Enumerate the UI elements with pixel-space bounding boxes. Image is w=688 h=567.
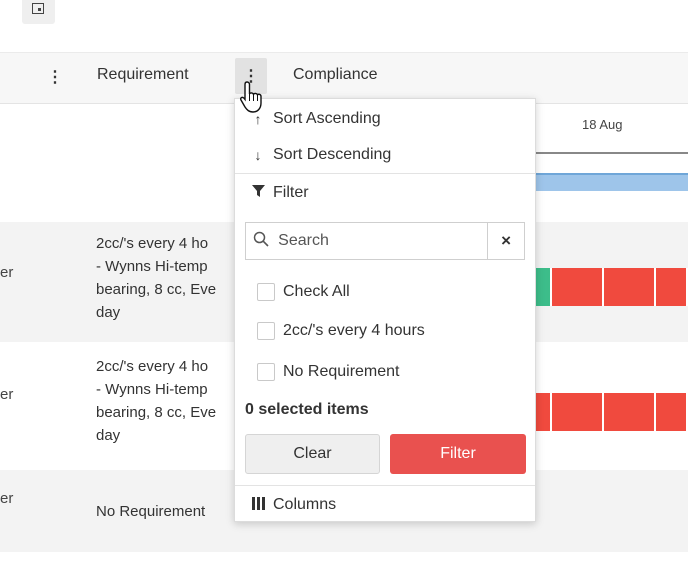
filter-item[interactable]: Filter xyxy=(235,175,535,211)
filter-option[interactable]: No Requirement xyxy=(257,357,400,387)
window-icon xyxy=(32,3,44,14)
column-header-requirement[interactable]: Requirement xyxy=(97,66,189,83)
hand-pointer-cursor-icon xyxy=(240,81,262,113)
compliance-cell[interactable] xyxy=(656,268,688,306)
compliance-cell[interactable] xyxy=(536,393,552,431)
row-edge-text: er xyxy=(0,386,14,403)
sort-descending-label: Sort Descending xyxy=(273,146,392,163)
column-menu-dropdown: ↑ Sort Ascending ↓ Sort Descending Filte… xyxy=(234,98,536,522)
column-header-compliance[interactable]: Compliance xyxy=(293,66,378,83)
row-edge-text: er xyxy=(0,490,14,507)
row-edge-text: er xyxy=(0,264,14,281)
gantt-summary-bar xyxy=(536,173,688,191)
gantt-timeline-divider xyxy=(536,152,688,154)
requirement-cell: 2cc/'s every 4 ho - Wynns Hi-temp bearin… xyxy=(96,235,217,321)
gantt-date-label: 18 Aug xyxy=(582,117,623,132)
window-toggle-button[interactable] xyxy=(22,0,55,24)
requirement-column-menu-kebab-icon[interactable]: ⋮ xyxy=(235,58,267,94)
compliance-cells xyxy=(536,393,688,431)
check-all-label: Check All xyxy=(283,283,350,300)
filter-option-label: No Requirement xyxy=(283,363,400,380)
columns-icon xyxy=(249,497,267,513)
filter-option-label: 2cc/'s every 4 hours xyxy=(283,322,425,339)
filter-search-input[interactable] xyxy=(276,223,488,259)
filter-label: Filter xyxy=(273,184,309,201)
compliance-cell[interactable] xyxy=(552,393,604,431)
clear-search-icon[interactable]: × xyxy=(487,223,524,259)
filter-search-box: × xyxy=(245,222,525,260)
search-icon xyxy=(246,231,276,251)
checkbox[interactable] xyxy=(257,322,275,340)
columns-label: Columns xyxy=(273,496,337,513)
checkbox[interactable] xyxy=(257,363,275,381)
funnel-icon xyxy=(249,185,267,201)
compliance-cells xyxy=(536,268,688,306)
arrow-down-icon: ↓ xyxy=(254,147,262,163)
columns-item[interactable]: Columns xyxy=(235,487,535,523)
arrow-up-icon: ↑ xyxy=(254,111,262,127)
requirement-cell: 2cc/'s every 4 ho - Wynns Hi-temp bearin… xyxy=(96,358,217,444)
selected-items-count: 0 selected items xyxy=(245,401,369,418)
filter-button[interactable]: Filter xyxy=(390,434,526,474)
filter-option[interactable]: 2cc/'s every 4 hours xyxy=(257,316,425,346)
compliance-cell[interactable] xyxy=(536,268,552,306)
compliance-cell[interactable] xyxy=(604,393,656,431)
sort-descending-item[interactable]: ↓ Sort Descending xyxy=(235,137,535,173)
column-menu-kebab-icon[interactable]: ⋮ xyxy=(47,69,63,86)
compliance-cell[interactable] xyxy=(604,268,656,306)
compliance-cell[interactable] xyxy=(552,268,604,306)
requirement-cell: No Requirement xyxy=(96,503,206,520)
compliance-cell[interactable] xyxy=(656,393,688,431)
menu-divider xyxy=(235,173,535,174)
check-all-option[interactable]: Check All xyxy=(257,277,350,307)
clear-button[interactable]: Clear xyxy=(245,434,380,474)
menu-divider xyxy=(235,485,535,486)
grid-header xyxy=(0,52,688,104)
sort-ascending-label: Sort Ascending xyxy=(273,110,381,127)
checkbox[interactable] xyxy=(257,283,275,301)
sort-ascending-item[interactable]: ↑ Sort Ascending xyxy=(235,101,535,137)
